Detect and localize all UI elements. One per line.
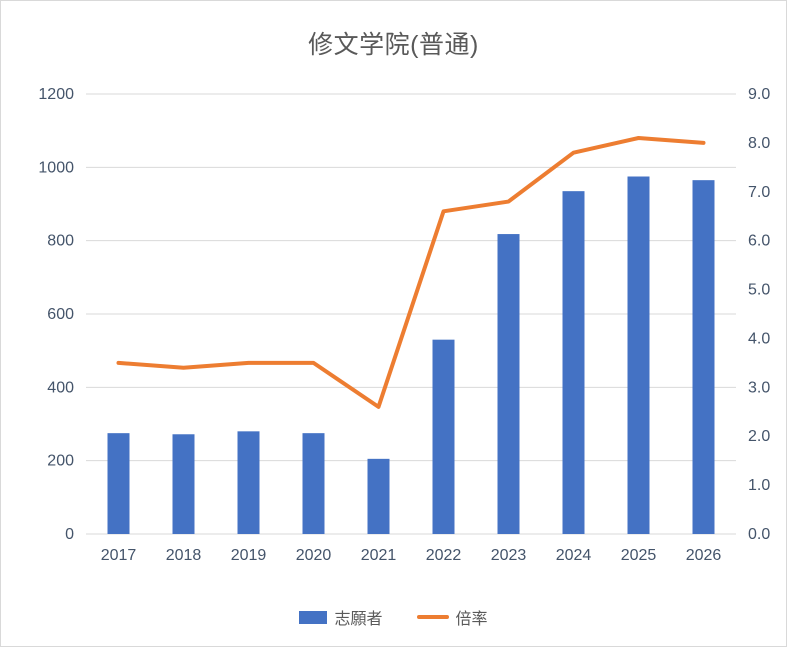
category-label: 2020 xyxy=(296,547,332,564)
category-label: 2026 xyxy=(686,547,722,564)
right-axis-tick-label: 3.0 xyxy=(748,379,770,396)
left-axis-tick-label: 800 xyxy=(47,233,74,250)
bar-2019 xyxy=(237,431,260,534)
bar-2018 xyxy=(172,434,195,534)
left-axis-tick-label: 600 xyxy=(47,306,74,323)
bar-series-swatch-icon xyxy=(299,610,328,624)
category-label: 2024 xyxy=(556,547,592,564)
category-label: 2021 xyxy=(361,547,397,564)
category-label: 2018 xyxy=(166,547,202,564)
chart-legend: 志願者 倍率 xyxy=(1,605,786,629)
bar-2025 xyxy=(627,176,650,534)
left-axis-tick-label: 200 xyxy=(47,453,74,470)
bar-series-label: 志願者 xyxy=(334,611,383,628)
right-axis-tick-label: 2.0 xyxy=(748,428,770,445)
category-label: 2023 xyxy=(491,547,527,564)
legend-item-line-series: 倍率 xyxy=(416,605,488,629)
category-label: 2022 xyxy=(426,547,462,564)
category-label: 2025 xyxy=(621,547,657,564)
chart-title: 修文学院(普通) xyxy=(308,31,479,59)
bar-2024 xyxy=(562,191,585,534)
right-axis-tick-label: 5.0 xyxy=(748,282,770,299)
category-label: 2019 xyxy=(231,547,267,564)
right-axis-tick-label: 7.0 xyxy=(748,184,770,201)
right-axis-tick-label: 0.0 xyxy=(748,526,770,543)
left-axis-tick-label: 1000 xyxy=(38,159,74,176)
bar-2026 xyxy=(692,180,715,534)
left-axis-tick-label: 400 xyxy=(47,379,74,396)
legend-item-bar-series: 志願者 xyxy=(299,605,383,629)
category-label: 2017 xyxy=(101,547,137,564)
right-axis-tick-label: 6.0 xyxy=(748,233,770,250)
line-series-swatch-icon xyxy=(416,615,449,619)
right-axis-tick-label: 1.0 xyxy=(748,477,770,494)
right-axis-tick-label: 8.0 xyxy=(748,135,770,152)
right-axis-tick-label: 9.0 xyxy=(748,86,770,103)
right-axis-tick-label: 4.0 xyxy=(748,330,770,347)
bar-2022 xyxy=(432,339,455,534)
line-series-label: 倍率 xyxy=(455,611,488,628)
bar-2021 xyxy=(367,458,390,534)
bar-2017 xyxy=(107,433,130,534)
left-axis-tick-label: 1200 xyxy=(38,86,74,103)
bar-2020 xyxy=(302,433,325,534)
bar-2023 xyxy=(497,234,520,535)
left-axis-tick-label: 0 xyxy=(65,526,74,543)
ratio-line-series xyxy=(116,136,706,409)
